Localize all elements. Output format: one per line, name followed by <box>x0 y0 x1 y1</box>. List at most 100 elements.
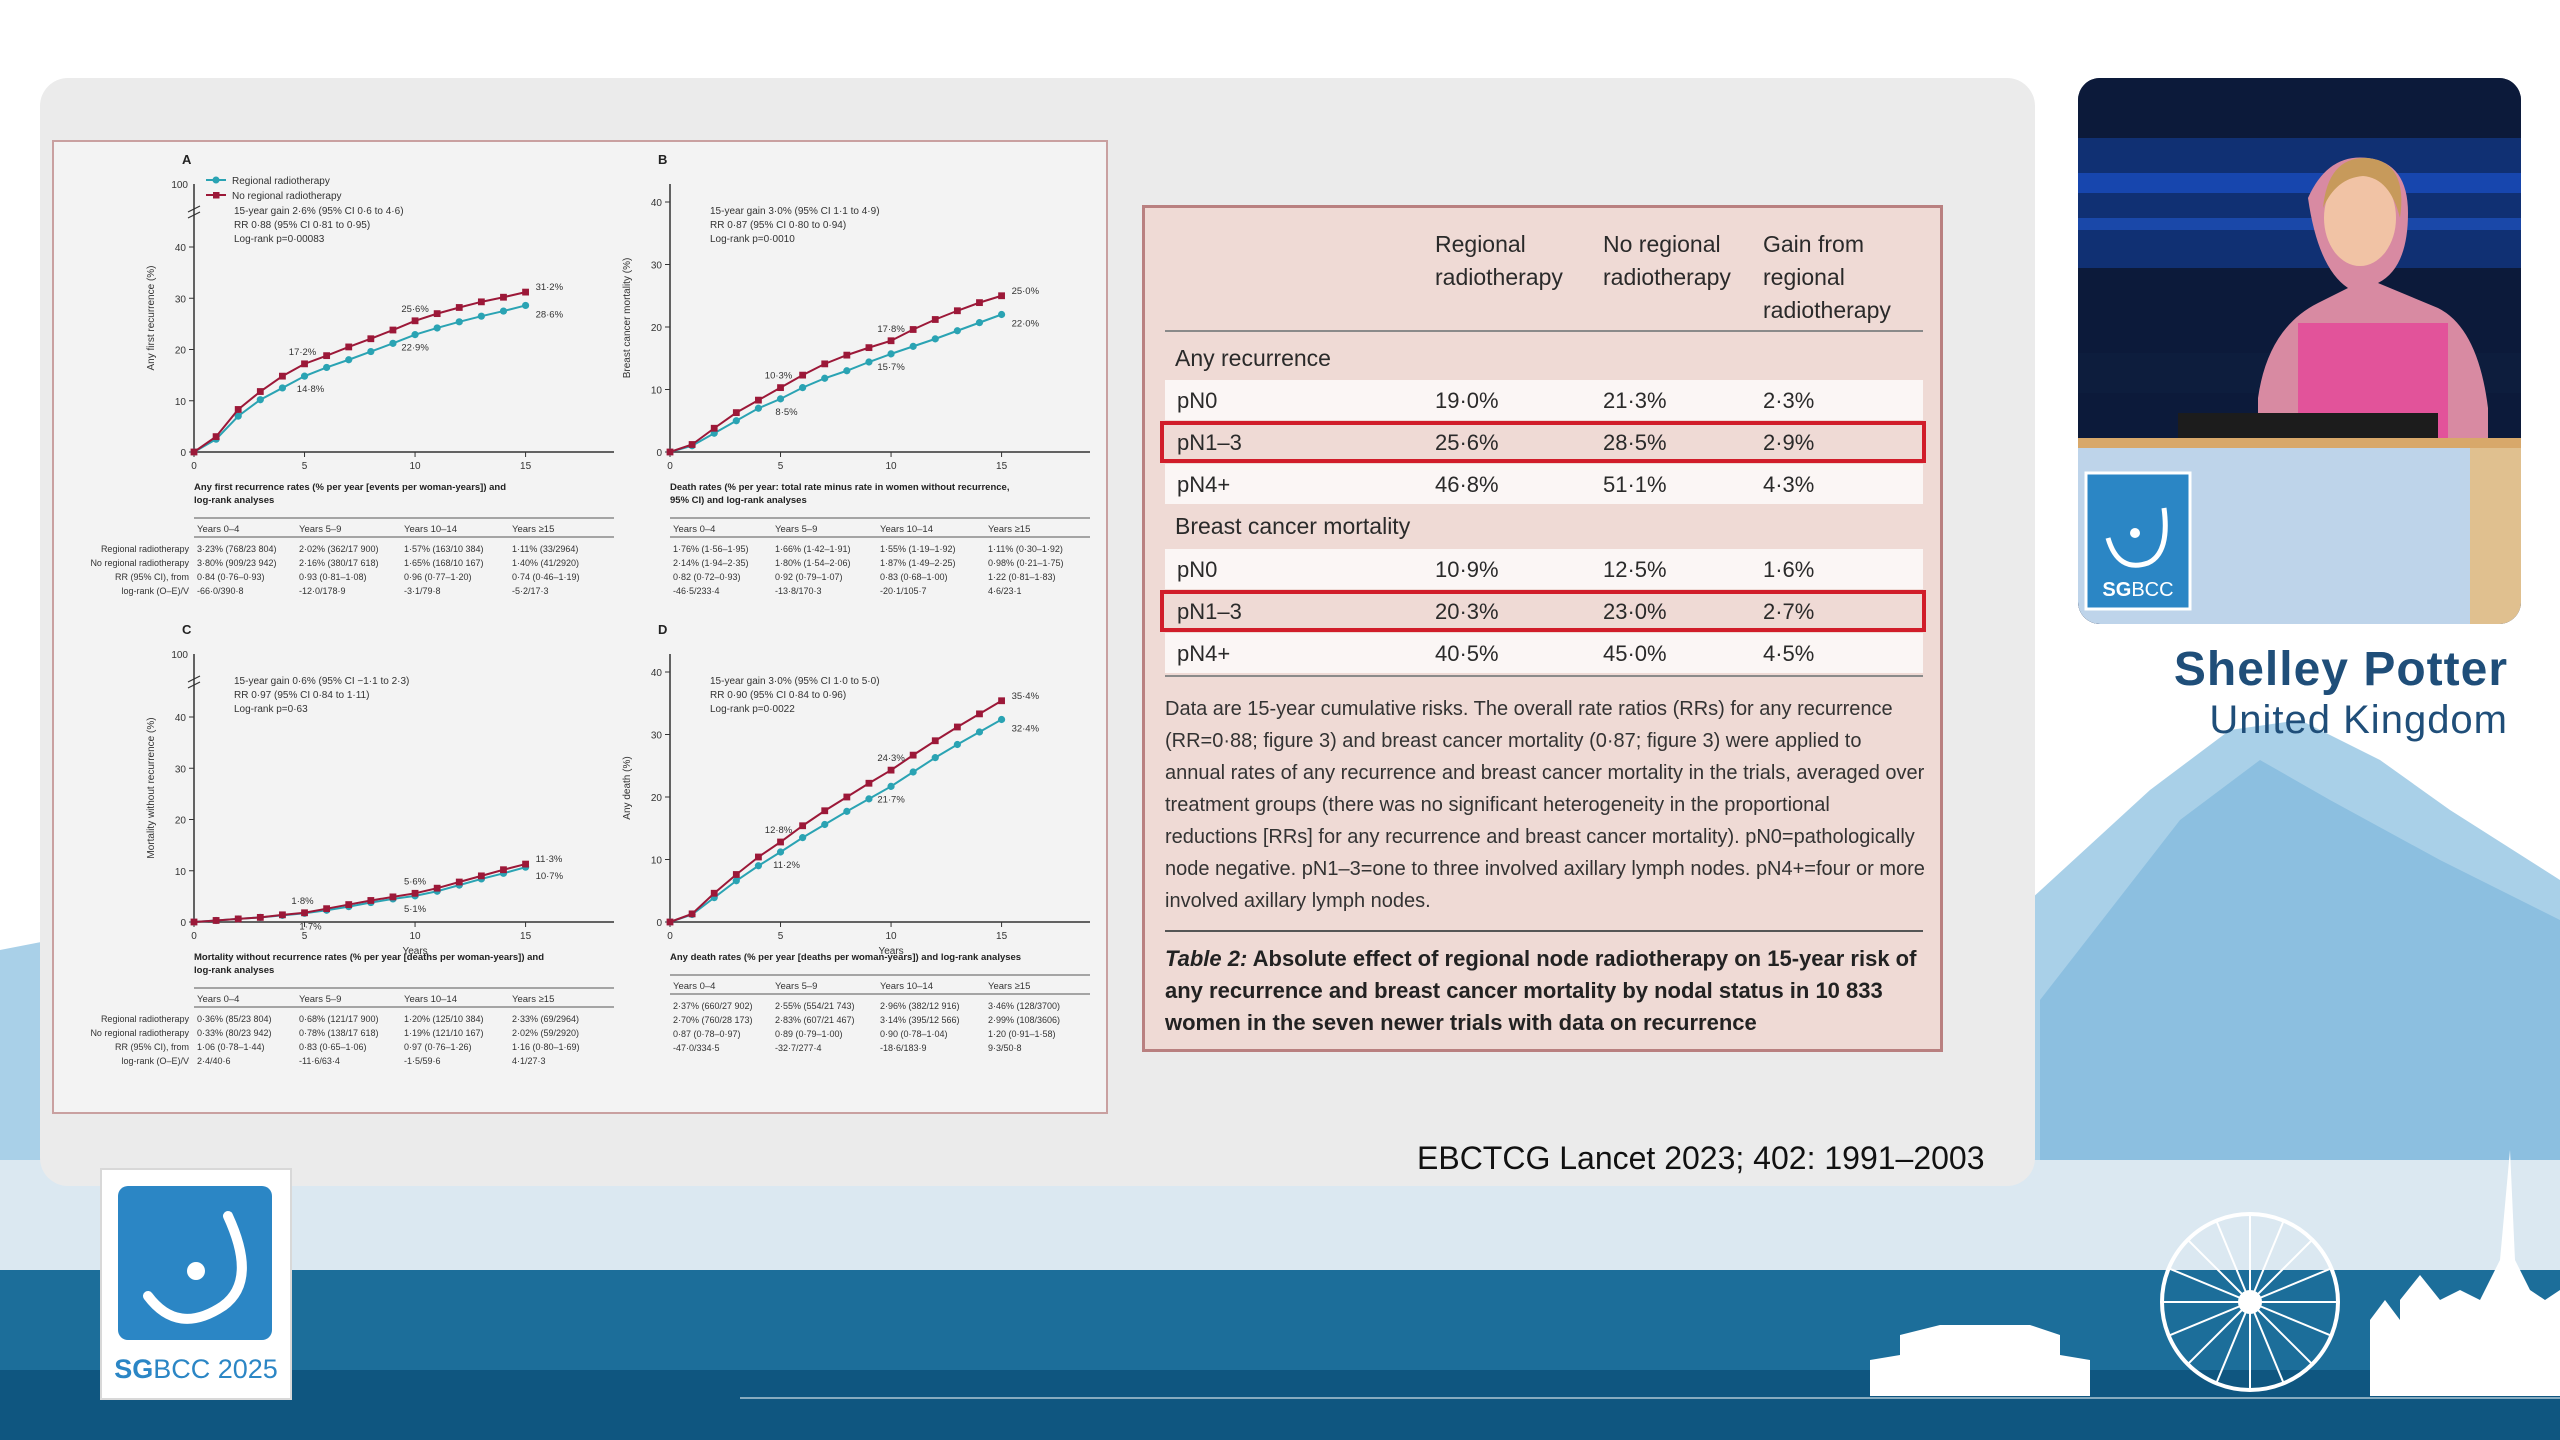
data-point-regional <box>909 768 917 776</box>
y-tick-label: 20 <box>651 323 663 334</box>
x-tick-label: 0 <box>191 461 197 472</box>
data-point-no-regional <box>953 723 961 731</box>
data-point-no-regional <box>256 913 264 921</box>
eye-spoke <box>2249 1301 2332 1337</box>
section-title-mortality: Breast cancer mortality <box>1175 513 1411 539</box>
data-point-regional <box>433 324 441 332</box>
series-line-no-regional <box>193 863 526 923</box>
rate-table-cell: 0·36% (85/23 804) <box>197 1014 272 1024</box>
data-point-no-regional <box>500 293 507 301</box>
data-point-regional <box>953 740 961 749</box>
rate-table-col-header: Years 0–4 <box>673 524 715 535</box>
data-label: 22·9% <box>401 343 429 354</box>
data-label: 17·2% <box>289 347 317 358</box>
rate-table-cell: -47·0/334·5 <box>673 1043 720 1053</box>
data-point-no-regional <box>777 838 784 846</box>
data-point-regional <box>799 834 807 842</box>
data-point-regional <box>821 820 829 829</box>
stat-text: RR 0·90 (95% CI 0·84 to 0·96) <box>710 690 846 701</box>
data-point-no-regional <box>190 448 198 456</box>
stat-text: Log-rank p=0·0022 <box>710 704 795 715</box>
data-label: 1·8% <box>291 896 314 907</box>
data-point-no-regional <box>345 901 353 908</box>
y-axis-label: Mortality without recurrence (%) <box>146 717 157 858</box>
rate-table-cell: 2·70% (760/28 173) <box>673 1015 753 1025</box>
legend-label-no-regional: No regional radiotherapy <box>232 191 342 202</box>
rate-table-title: log-rank analyses <box>194 965 274 976</box>
data-point-regional <box>843 807 851 815</box>
data-label: 17·8% <box>877 324 905 335</box>
stat-text: 15-year gain 3·0% (95% CI 1·0 to 5·0) <box>710 676 880 687</box>
x-tick-label: 10 <box>885 461 897 472</box>
y-tick-label: 40 <box>175 243 187 254</box>
data-point-no-regional <box>234 406 242 413</box>
rate-table-title: Any death rates (% per year [deaths per … <box>670 952 1021 963</box>
rate-table-title: Any first recurrence rates (% per year [… <box>194 482 506 493</box>
eye-spoke <box>2249 1301 2313 1365</box>
rate-table-cell: 3·46% (128/3700) <box>988 1001 1060 1011</box>
stat-text: RR 0·87 (95% CI 0·80 to 0·94) <box>710 220 846 231</box>
data-point-no-regional <box>843 351 851 359</box>
data-label: 8·5% <box>775 407 798 418</box>
y-axis-label: Any first recurrence (%) <box>146 265 157 370</box>
data-point-no-regional <box>455 304 463 311</box>
rate-table-cell: 2·55% (554/21 743) <box>775 1001 855 1011</box>
cathedral-skyline-icon <box>2370 1150 2560 1396</box>
col-header-no-regional: No regional radiotherapy <box>1603 231 1731 290</box>
panel-letter: A <box>182 152 192 167</box>
data-point-no-regional <box>522 288 529 296</box>
rate-table-cell: 1·87% (1·49–2·25) <box>880 558 956 568</box>
rate-table-col-header: Years ≥15 <box>512 994 554 1005</box>
rate-table-cell: 0·98% (0·21–1·75) <box>988 558 1064 568</box>
x-tick-label: 5 <box>302 461 308 472</box>
data-point-regional <box>732 417 740 425</box>
data-label: 25·0% <box>1012 286 1040 297</box>
rate-table-cell: 2·33% (69/2964) <box>512 1014 579 1024</box>
x-tick-label: 10 <box>409 931 421 942</box>
rate-table-cell: 1·11% (0·30–1·92) <box>988 544 1063 554</box>
rate-table-cell: 2·02% (59/2920) <box>512 1028 579 1038</box>
x-tick-label: 15 <box>996 931 1008 942</box>
rate-table-cell: -18·6/183·9 <box>880 1043 927 1053</box>
y-tick-label: 30 <box>175 294 187 305</box>
series-line-regional <box>669 313 1002 453</box>
data-point-no-regional <box>931 737 939 745</box>
rate-table-cell: -46·5/233·4 <box>673 586 720 596</box>
rate-table-col-header: Years 10–14 <box>880 981 933 992</box>
data-point-regional <box>931 754 939 762</box>
y-tick-label: 30 <box>651 731 663 742</box>
data-point-regional <box>477 312 485 320</box>
stat-text: RR 0·97 (95% CI 0·84 to 1·11) <box>234 690 369 701</box>
data-point-no-regional <box>732 871 740 878</box>
podium-logo-bcc: BCC <box>2131 579 2173 601</box>
stat-text: 15-year gain 2·6% (95% CI 0·6 to 4·6) <box>234 206 404 217</box>
x-tick-label: 5 <box>302 931 308 942</box>
stat-text: Log-rank p=0·63 <box>234 704 308 715</box>
data-point-regional <box>455 318 463 326</box>
section-title-recurrence: Any recurrence <box>1175 345 1331 371</box>
data-point-no-regional <box>799 371 807 379</box>
rate-table-title: Death rates (% per year: total rate minu… <box>670 482 1009 493</box>
data-point-no-regional <box>976 299 983 307</box>
eye-spoke <box>2249 1220 2285 1303</box>
rate-table-col-header: Years 5–9 <box>775 524 817 535</box>
eye-spoke <box>2168 1301 2251 1337</box>
rate-table-cell: 1·20 (0·91–1·58) <box>988 1029 1056 1039</box>
data-point-no-regional <box>755 396 762 404</box>
eye-spoke <box>2187 1239 2251 1303</box>
data-point-regional <box>997 715 1006 724</box>
series-line-no-regional <box>193 291 526 453</box>
y-tick-label: 0 <box>180 918 186 929</box>
data-point-no-regional <box>256 388 264 395</box>
col-header-gain: Gain from regional radiotherapy <box>1763 231 1891 323</box>
data-point-no-regional <box>887 337 895 345</box>
rate-table-cell: 9·3/50·8 <box>988 1043 1022 1053</box>
results-table: Regional radiotherapy No regional radiothe… <box>1142 205 1943 1052</box>
rate-table-cell: 2·83% (607/21 467) <box>775 1015 855 1025</box>
rate-table-row-label: RR (95% CI), from <box>115 1042 189 1052</box>
axis-break <box>187 675 201 689</box>
rate-table-cell: -11·6/63·4 <box>299 1056 340 1066</box>
data-point-no-regional <box>433 884 441 892</box>
data-point-no-regional <box>301 909 308 917</box>
